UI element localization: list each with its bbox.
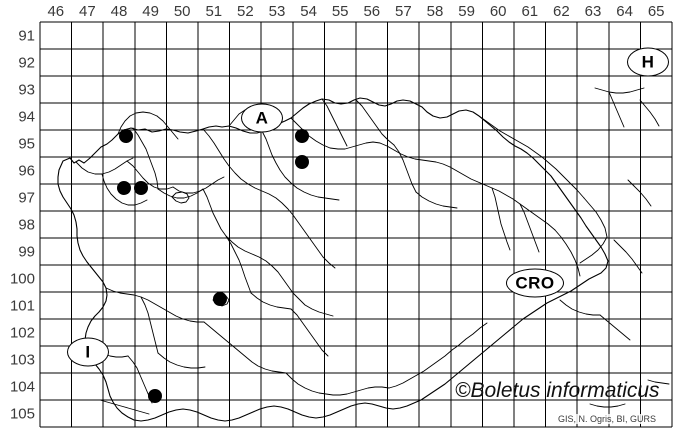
- col-label: 58: [426, 3, 444, 20]
- row-label: 93: [18, 81, 35, 98]
- col-label: 55: [331, 3, 349, 20]
- row-label: 98: [18, 216, 35, 233]
- row-label: 92: [18, 54, 35, 71]
- col-label: 46: [47, 3, 65, 20]
- col-label: 52: [237, 3, 254, 20]
- col-label: 60: [489, 3, 507, 20]
- occurrence-dot: [213, 292, 227, 306]
- copyright-watermark: ©Boletus informaticus: [455, 379, 660, 402]
- col-label: 54: [300, 3, 317, 20]
- row-label: 101: [9, 297, 35, 314]
- row-label: 95: [18, 135, 35, 152]
- hydrography-and-relief-lines: [75, 87, 670, 415]
- col-label: 47: [79, 3, 96, 20]
- utm-grid: [39, 21, 673, 428]
- row-label: 100: [9, 270, 35, 287]
- occurrence-dot: [148, 389, 162, 403]
- row-label: 91: [18, 27, 35, 44]
- col-label: 62: [553, 3, 570, 20]
- row-label: 94: [18, 108, 35, 125]
- row-label: 99: [18, 243, 35, 260]
- row-label: 97: [18, 189, 35, 206]
- row-label: 96: [18, 162, 35, 179]
- col-label: 59: [458, 3, 475, 20]
- col-label: 65: [647, 3, 665, 20]
- col-label: 48: [110, 3, 128, 20]
- italy-label: I: [67, 337, 109, 367]
- col-label: 50: [173, 3, 191, 20]
- occurrence-dot: [119, 129, 133, 143]
- col-label: 51: [205, 3, 223, 20]
- row-label: 104: [9, 378, 35, 395]
- data-source-attribution: GIS, N. Ogris, BI, GURS: [558, 414, 657, 424]
- row-label: 105: [9, 405, 35, 422]
- row-label: 102: [9, 324, 35, 341]
- occurrence-dot: [295, 155, 309, 169]
- col-label: 57: [395, 3, 412, 20]
- col-label: 63: [584, 3, 602, 20]
- hungary-label: H: [627, 47, 669, 77]
- col-label: 49: [142, 3, 159, 20]
- occurrence-dot: [117, 181, 131, 195]
- occurrence-dot: [134, 181, 148, 195]
- col-label: 53: [268, 3, 286, 20]
- croatia-label: CRO: [506, 268, 564, 298]
- austria-label: A: [241, 103, 283, 133]
- col-label: 64: [616, 3, 633, 20]
- row-label: 103: [9, 351, 35, 368]
- col-label: 61: [521, 3, 539, 20]
- occurrence-dot: [295, 129, 309, 143]
- col-label: 56: [363, 3, 381, 20]
